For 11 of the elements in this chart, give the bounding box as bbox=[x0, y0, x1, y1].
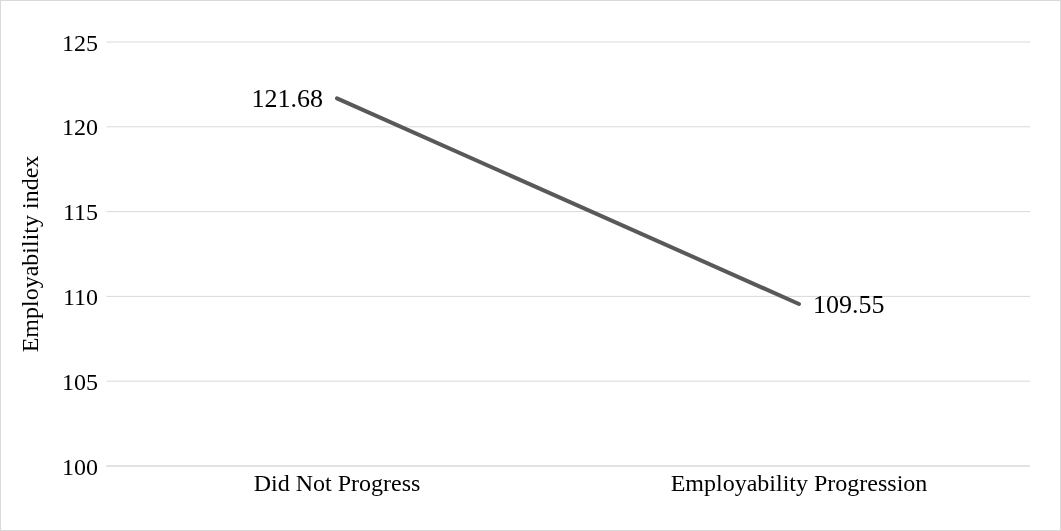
x-tick-label: Did Not Progress bbox=[253, 470, 421, 497]
data-label: 121.68 bbox=[251, 84, 323, 114]
y-axis-title: Employability index bbox=[16, 155, 43, 353]
y-tick-label: 100 bbox=[62, 453, 98, 480]
y-tick-label: 110 bbox=[62, 283, 98, 310]
data-label: 109.55 bbox=[813, 290, 885, 320]
y-tick-label: 125 bbox=[62, 29, 98, 56]
y-tick-label: 105 bbox=[62, 368, 98, 395]
y-tick-label: 120 bbox=[62, 114, 98, 141]
x-tick-label: Employability Progression bbox=[670, 470, 928, 497]
y-tick-label: 115 bbox=[62, 199, 98, 226]
